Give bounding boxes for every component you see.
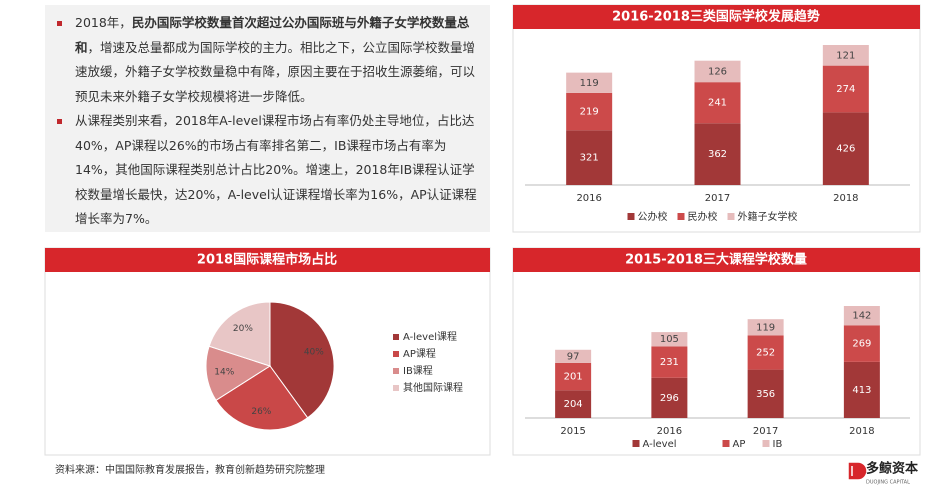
legend-label: 民办校 bbox=[688, 210, 718, 223]
data-label: 40% bbox=[304, 347, 324, 357]
text: 从课程类别来看，2018年A-level课程市场占有率仍处主导地位，占比达40%… bbox=[75, 113, 477, 226]
legend-label: A-level课程 bbox=[403, 331, 457, 343]
data-label: 201 bbox=[564, 372, 583, 383]
data-label: 121 bbox=[836, 50, 855, 61]
logo-icon bbox=[847, 461, 868, 481]
bar-segment bbox=[694, 82, 741, 124]
data-label: 241 bbox=[708, 98, 727, 109]
x-tick-label: 2018 bbox=[833, 193, 858, 204]
bar-segment bbox=[843, 306, 880, 326]
legend-marker bbox=[393, 334, 399, 340]
bar-segment bbox=[843, 361, 880, 418]
bar-segment bbox=[566, 92, 613, 131]
legend-label: AP bbox=[733, 439, 746, 450]
bullet: 从课程类别来看，2018年A-level课程市场占有率仍处主导地位，占比达40%… bbox=[57, 109, 480, 232]
bar-segment bbox=[566, 130, 613, 185]
bar-segment bbox=[747, 369, 784, 418]
legend-label: A-level bbox=[643, 439, 677, 450]
bar-segment bbox=[822, 45, 869, 66]
logo: 多鲸资本 bbox=[866, 461, 918, 477]
bar-segment bbox=[694, 60, 741, 83]
legend-marker bbox=[393, 351, 399, 357]
x-tick-label: 2016 bbox=[657, 426, 682, 437]
data-label: 105 bbox=[660, 334, 679, 345]
source: 资料来源：中国国际教育发展报告，教育创新趋势研究院整理 bbox=[55, 465, 325, 476]
bold-text: 民办国际学校数量首次超过公办国际班与外籍子女学校数量总和 bbox=[75, 15, 470, 55]
data-label: 142 bbox=[852, 311, 871, 322]
bullet: 2018年，民办国际学校数量首次超过公办国际班与外籍子女学校数量总和，增速及总量… bbox=[57, 11, 480, 109]
chart-title: 2016-2018三类国际学校发展趋势 bbox=[612, 9, 820, 25]
data-label: 119 bbox=[580, 78, 599, 89]
x-tick-label: 2017 bbox=[705, 193, 730, 204]
data-label: 362 bbox=[708, 149, 727, 160]
legend-label: 其他国际课程 bbox=[403, 381, 463, 394]
x-tick-label: 2017 bbox=[753, 426, 778, 437]
data-label: 126 bbox=[708, 66, 727, 77]
legend-marker bbox=[393, 368, 399, 374]
data-label: 356 bbox=[756, 389, 775, 400]
bar-segment bbox=[822, 65, 869, 113]
x-tick-label: 2015 bbox=[560, 426, 585, 437]
bar-segment bbox=[694, 123, 741, 185]
panel-header bbox=[513, 5, 920, 29]
data-label: 14% bbox=[214, 367, 234, 377]
data-label: 269 bbox=[852, 339, 871, 350]
data-label: 20% bbox=[233, 324, 253, 334]
legend-label: AP课程 bbox=[403, 348, 436, 360]
data-label: 274 bbox=[836, 84, 855, 95]
bar-segment bbox=[843, 325, 880, 362]
text-panel: 2018年，民办国际学校数量首次超过公办国际班与外籍子女学校数量总和，增速及总量… bbox=[45, 5, 490, 232]
chart-title: 2018国际课程市场占比 bbox=[197, 252, 337, 268]
pie-slice bbox=[215, 365, 309, 431]
legend-marker bbox=[762, 440, 770, 447]
bar-segment bbox=[555, 362, 592, 391]
legend-marker bbox=[677, 213, 685, 220]
logo-sub: DUOJING CAPITAL bbox=[866, 480, 910, 486]
text: 2018年， bbox=[75, 15, 132, 30]
data-label: 231 bbox=[660, 357, 679, 368]
legend-label: 外籍子女学校 bbox=[738, 210, 798, 223]
data-label: 204 bbox=[564, 399, 583, 410]
bar-segment bbox=[555, 349, 592, 363]
bar-segment bbox=[651, 377, 688, 418]
data-label: 296 bbox=[660, 393, 679, 404]
legend-marker bbox=[632, 440, 640, 447]
pie-slice bbox=[269, 301, 335, 419]
data-label: 321 bbox=[580, 153, 599, 164]
legend-marker bbox=[727, 213, 735, 220]
pie-slice bbox=[205, 345, 272, 401]
panel-header bbox=[513, 248, 920, 272]
chart-title: 2015-2018三大课程学校数量 bbox=[625, 252, 807, 268]
bar-segment bbox=[747, 319, 784, 336]
legend-label: 公办校 bbox=[638, 210, 668, 223]
data-label: 26% bbox=[251, 407, 271, 417]
data-label: 97 bbox=[567, 351, 580, 362]
bar-segment bbox=[747, 335, 784, 370]
bar-segment bbox=[822, 112, 869, 185]
data-label: 252 bbox=[756, 347, 775, 358]
text: ，增速及总量都成为国际学校的主力。相比之下，公立国际学校数量增速放缓，外籍子女学… bbox=[75, 39, 476, 104]
legend-label: IB课程 bbox=[403, 365, 433, 377]
panel-header bbox=[45, 248, 490, 272]
bar-segment bbox=[651, 346, 688, 378]
bar-segment bbox=[566, 72, 613, 93]
bar-segment bbox=[555, 390, 592, 418]
x-tick-label: 2016 bbox=[576, 193, 601, 204]
legend-marker bbox=[722, 440, 730, 447]
legend-label: IB bbox=[773, 439, 783, 450]
data-label: 413 bbox=[852, 385, 871, 396]
bar-segment bbox=[651, 332, 688, 347]
data-label: 219 bbox=[580, 107, 599, 118]
x-tick-label: 2018 bbox=[849, 426, 874, 437]
legend-marker bbox=[393, 385, 399, 391]
data-label: 119 bbox=[756, 322, 775, 333]
legend-marker bbox=[627, 213, 635, 220]
pie-slice bbox=[208, 301, 271, 367]
data-label: 426 bbox=[836, 144, 855, 155]
